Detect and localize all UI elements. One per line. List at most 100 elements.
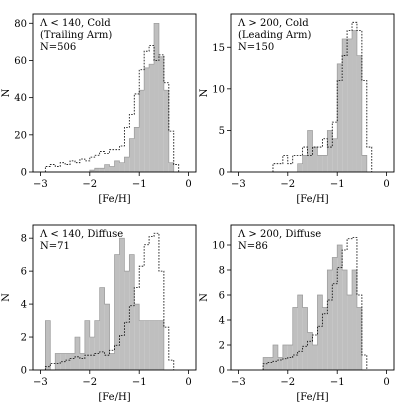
filled-bar [302, 155, 308, 172]
filled-bar [94, 168, 100, 172]
y-tick-label: 80 [14, 19, 27, 30]
x-axis-label: [Fe/H] [296, 194, 328, 205]
y-tick-label: 6 [219, 291, 225, 302]
filled-bar [322, 307, 328, 370]
filled-bar [322, 155, 328, 172]
filled-bar [361, 155, 367, 172]
panel-annotation: N=150 [238, 42, 274, 53]
filled-bar [307, 332, 313, 370]
filled-bar [342, 270, 348, 370]
filled-bar [356, 55, 362, 172]
filled-bar [307, 130, 313, 172]
filled-bar [163, 90, 169, 172]
filled-bar [302, 307, 308, 370]
dotted-histogram [44, 45, 180, 172]
filled-bar [268, 357, 273, 370]
y-tick-label: 4 [21, 300, 27, 311]
filled-bar [317, 155, 323, 172]
filled-bar [297, 295, 303, 370]
x-tick-label: −1 [132, 377, 147, 388]
filled-bar [312, 345, 318, 370]
filled-bar [129, 138, 135, 172]
x-axis-label: [Fe/H] [98, 194, 130, 205]
filled-bar [65, 353, 71, 370]
filled-bar [144, 320, 150, 370]
dotted-histogram [262, 237, 368, 370]
y-tick-label: 8 [21, 234, 27, 245]
panel-annotation: Λ < 140, Cold [39, 18, 111, 29]
filled-bar [99, 287, 105, 370]
filled-bar [312, 147, 318, 172]
filled-bar [84, 320, 90, 370]
filled-bar [109, 353, 115, 370]
filled-bar [332, 138, 338, 172]
filled-bar [337, 63, 343, 172]
filled-bar [70, 353, 75, 370]
filled-bar [292, 307, 298, 370]
x-tick-label: −1 [132, 179, 147, 190]
filled-bar [134, 304, 140, 370]
y-axis-label: N [1, 88, 12, 97]
filled-bar [55, 353, 61, 370]
filled-bar [356, 307, 362, 370]
filled-bar [168, 162, 174, 172]
filled-bar [139, 320, 145, 370]
filled-bar [154, 23, 159, 172]
filled-histogram-edge [45, 237, 174, 371]
x-tick-label: −1 [330, 179, 345, 190]
y-tick-label: 40 [14, 93, 27, 104]
x-axis-label: [Fe/H] [98, 392, 130, 403]
filled-bar [332, 257, 338, 370]
y-tick-label: 5 [219, 126, 225, 137]
filled-bar [149, 320, 155, 370]
filled-bar [114, 254, 120, 370]
filled-histogram-edge [262, 244, 367, 371]
filled-bar [342, 38, 348, 173]
y-tick-label: 0 [21, 366, 27, 377]
filled-bar [109, 166, 115, 172]
y-tick-label: 60 [14, 56, 27, 67]
panel-annotation: N=506 [40, 42, 76, 53]
y-axis-label: N [199, 88, 210, 97]
filled-bar [297, 163, 303, 172]
y-tick-label: 10 [212, 84, 225, 95]
y-tick-label: 20 [14, 130, 27, 141]
y-tick-label: 0 [21, 168, 27, 179]
y-tick-label: 4 [219, 316, 225, 327]
filled-bar [79, 353, 85, 370]
filled-bar [104, 164, 110, 172]
filled-bar [45, 320, 51, 370]
filled-bar [352, 30, 357, 172]
filled-bar [158, 56, 164, 172]
panel-4: −3 −2 −1 0 0 2 4 6 8 10 [Fe/H] N Λ > 200, DiffuseN=8… [199, 224, 395, 403]
y-tick-label: 10 [212, 241, 225, 252]
filled-bar [124, 271, 130, 370]
filled-bar [119, 238, 125, 370]
filled-bar [99, 168, 105, 172]
filled-bar [272, 345, 278, 370]
axes-frame [32, 224, 197, 371]
x-axis-label: [Fe/H] [296, 392, 328, 403]
filled-histogram-edge [272, 30, 372, 173]
x-tick-label: −3 [231, 377, 246, 388]
x-tick-label: 0 [185, 377, 191, 388]
filled-bar [139, 90, 145, 172]
filled-bar [89, 170, 95, 172]
panel-2: −3 −2 −1 0 0 5 10 15 [Fe/H] N Λ > 200, Cold(Leadin… [199, 13, 395, 205]
x-tick-label: −3 [33, 179, 48, 190]
x-tick-label: −3 [33, 377, 48, 388]
y-tick-label: 15 [212, 43, 225, 54]
filled-bar [89, 337, 95, 370]
x-tick-label: −2 [280, 179, 295, 190]
panel-annotation: Λ > 200, Cold [237, 18, 309, 29]
filled-bar [347, 38, 353, 173]
filled-bar [74, 337, 80, 370]
x-tick-label: 0 [383, 377, 389, 388]
y-axis-label: N [199, 293, 210, 302]
filled-bar [114, 160, 120, 172]
filled-bar [104, 304, 110, 370]
filled-bar [144, 67, 150, 172]
filled-bar [124, 157, 130, 172]
